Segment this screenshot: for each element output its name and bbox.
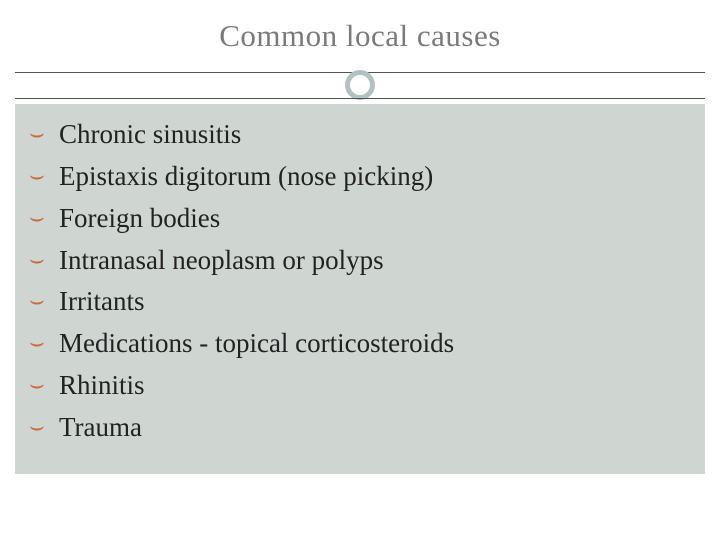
list-item-text: Trauma bbox=[59, 412, 142, 442]
list-item-text: Intranasal neoplasm or polyps bbox=[59, 245, 384, 275]
list-item: ⌣ Epistaxis digitorum (nose picking) bbox=[29, 156, 691, 198]
bullet-icon: ⌣ bbox=[29, 409, 45, 446]
slide-title: Common local causes bbox=[0, 18, 720, 54]
bullet-icon: ⌣ bbox=[29, 116, 45, 153]
bullet-icon: ⌣ bbox=[29, 158, 45, 195]
list-item: ⌣ Medications - topical corticosteroids bbox=[29, 323, 691, 365]
title-area: Common local causes bbox=[0, 0, 720, 54]
list-item: ⌣ Intranasal neoplasm or polyps bbox=[29, 240, 691, 282]
list-item-text: Irritants bbox=[59, 286, 144, 316]
list-item-text: Medications - topical corticosteroids bbox=[59, 328, 454, 358]
list-item-text: Epistaxis digitorum (nose picking) bbox=[59, 161, 433, 191]
bullet-list: ⌣ Chronic sinusitis ⌣ Epistaxis digitorum … bbox=[29, 114, 691, 449]
list-item-text: Rhinitis bbox=[59, 370, 145, 400]
title-divider bbox=[0, 66, 720, 102]
bullet-icon: ⌣ bbox=[29, 283, 45, 320]
content-panel: ⌣ Chronic sinusitis ⌣ Epistaxis digitorum … bbox=[15, 104, 705, 474]
bullet-icon: ⌣ bbox=[29, 200, 45, 237]
slide: Common local causes ⌣ Chronic sinusitis ⌣… bbox=[0, 0, 720, 540]
bullet-icon: ⌣ bbox=[29, 242, 45, 279]
divider-circle-icon bbox=[345, 70, 375, 100]
list-item-text: Foreign bodies bbox=[59, 203, 220, 233]
list-item: ⌣ Irritants bbox=[29, 281, 691, 323]
divider-line-bottom bbox=[15, 98, 705, 99]
bullet-icon: ⌣ bbox=[29, 325, 45, 362]
list-item-text: Chronic sinusitis bbox=[59, 119, 241, 149]
list-item: ⌣ Chronic sinusitis bbox=[29, 114, 691, 156]
list-item: ⌣ Foreign bodies bbox=[29, 198, 691, 240]
list-item: ⌣ Trauma bbox=[29, 407, 691, 449]
bullet-icon: ⌣ bbox=[29, 367, 45, 404]
list-item: ⌣ Rhinitis bbox=[29, 365, 691, 407]
